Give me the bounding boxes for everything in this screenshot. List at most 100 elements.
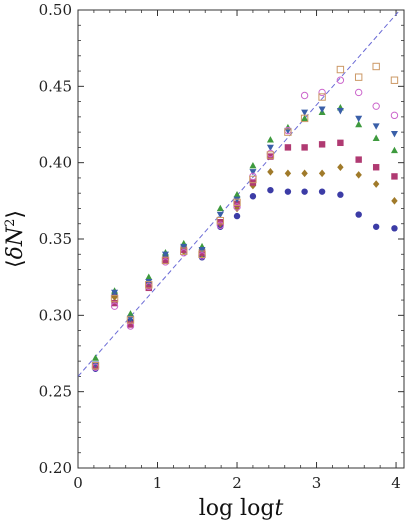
y-axis-title: ⟨δN2⟩ [3, 210, 28, 268]
y-tick-label: 0.50 [39, 1, 72, 19]
data-point-triangle-down [233, 196, 241, 204]
data-point-circle [391, 225, 398, 232]
data-point-open-square [318, 93, 326, 101]
data-point-triangle-down [180, 243, 188, 251]
y-tick-label: 0.30 [39, 306, 72, 324]
data-point-triangle-down [266, 144, 274, 152]
data-point-triangle-down [216, 211, 224, 219]
data-point-circle [267, 186, 274, 194]
data-point-triangle-down [301, 109, 309, 116]
data-point-open-circle [300, 91, 309, 100]
data-point-triangle-up [91, 354, 99, 361]
data-point-diamond [318, 169, 326, 178]
data-point-triangle-up [216, 204, 224, 212]
data-point-open-square [91, 362, 100, 370]
data-point-triangle-down [145, 279, 153, 286]
data-point-circle [301, 188, 308, 195]
data-point-open-circle [233, 203, 241, 211]
data-point-triangle-up [355, 120, 363, 128]
x-tick-label: 2 [232, 474, 242, 492]
x-tick-label: 0 [73, 474, 83, 492]
data-point-triangle-down [249, 169, 257, 176]
data-point-triangle-up [266, 136, 274, 143]
data-point-circle [372, 223, 380, 230]
data-point-open-square [390, 76, 399, 84]
data-point-triangle-down [355, 115, 363, 123]
data-point-triangle-down [111, 289, 119, 297]
data-points-layer [91, 62, 399, 372]
data-point-triangle-up [126, 310, 134, 317]
data-point-open-square [198, 250, 206, 258]
y-tick-label: 0.45 [39, 77, 72, 95]
data-point-triangle-up [145, 273, 153, 280]
data-point-open-square [266, 151, 275, 159]
data-point-diamond [301, 169, 308, 178]
y-tick-label: 0.40 [39, 154, 72, 172]
data-point-circle [318, 188, 326, 195]
data-point-open-square [372, 62, 380, 71]
data-point-open-square [249, 175, 257, 184]
data-point-open-square [300, 114, 309, 123]
data-point-triangle-down [161, 251, 169, 258]
data-point-open-square [180, 247, 188, 255]
data-point-circle [284, 188, 292, 195]
data-point-open-circle [216, 221, 225, 229]
data-point-diamond [355, 171, 362, 179]
data-point-triangle-down [284, 127, 292, 135]
data-point-diamond [372, 180, 380, 188]
y-tick-label: 0.20 [39, 459, 72, 477]
x-axis-title: log logt [199, 496, 284, 521]
data-point-diamond [267, 168, 274, 176]
data-point-square [318, 141, 326, 148]
data-point-triangle-down [91, 361, 99, 368]
data-point-open-square [336, 65, 345, 74]
data-point-open-square [110, 294, 119, 303]
data-point-open-square [216, 216, 225, 225]
data-point-diamond [391, 197, 398, 205]
data-point-open-square [126, 316, 135, 324]
data-point-triangle-up [233, 191, 241, 198]
data-point-triangle-down [336, 108, 344, 115]
data-point-triangle-up [249, 162, 257, 169]
data-point-open-circle [354, 88, 363, 97]
data-point-open-square [161, 256, 170, 265]
x-tick-label: 1 [153, 474, 163, 492]
y-tick-label: 0.25 [39, 383, 72, 401]
data-point-triangle-down [372, 123, 380, 130]
data-point-triangle-down [318, 106, 326, 113]
x-tick-label: 4 [391, 474, 401, 492]
data-point-square [301, 144, 308, 151]
data-point-square [355, 156, 362, 163]
data-point-triangle-down [126, 315, 134, 323]
data-point-open-square [233, 198, 241, 207]
data-point-square [372, 164, 380, 171]
data-point-square [284, 144, 292, 151]
ticks-layer: 0 1 2 3 4 0.20 0.25 0.30 0.35 0.40 0.45 0.50 [39, 1, 404, 492]
y-tick-label: 0.35 [39, 230, 72, 248]
data-point-diamond [337, 163, 344, 172]
data-point-circle [249, 193, 257, 200]
data-point-circle [355, 211, 362, 218]
data-point-triangle-down [390, 130, 398, 138]
data-point-open-circle [110, 302, 119, 310]
data-point-square [391, 173, 398, 180]
data-point-triangle-down [198, 246, 206, 254]
x-tick-label: 3 [312, 474, 322, 492]
data-point-square [127, 321, 134, 328]
data-point-open-square [145, 281, 153, 289]
data-point-open-circle [390, 111, 399, 120]
data-point-circle [337, 191, 344, 198]
data-point-diamond [284, 169, 292, 178]
data-point-triangle-up [301, 114, 309, 122]
data-point-open-square [284, 128, 292, 136]
data-point-open-circle [318, 88, 326, 97]
data-point-square [337, 139, 344, 147]
data-point-open-square [354, 73, 363, 81]
data-point-open-circle [372, 102, 380, 110]
data-point-open-circle [336, 76, 345, 84]
data-point-circle [233, 212, 241, 220]
data-point-square [162, 257, 169, 264]
data-point-triangle-up [372, 134, 380, 141]
data-point-triangle-up [390, 146, 398, 154]
